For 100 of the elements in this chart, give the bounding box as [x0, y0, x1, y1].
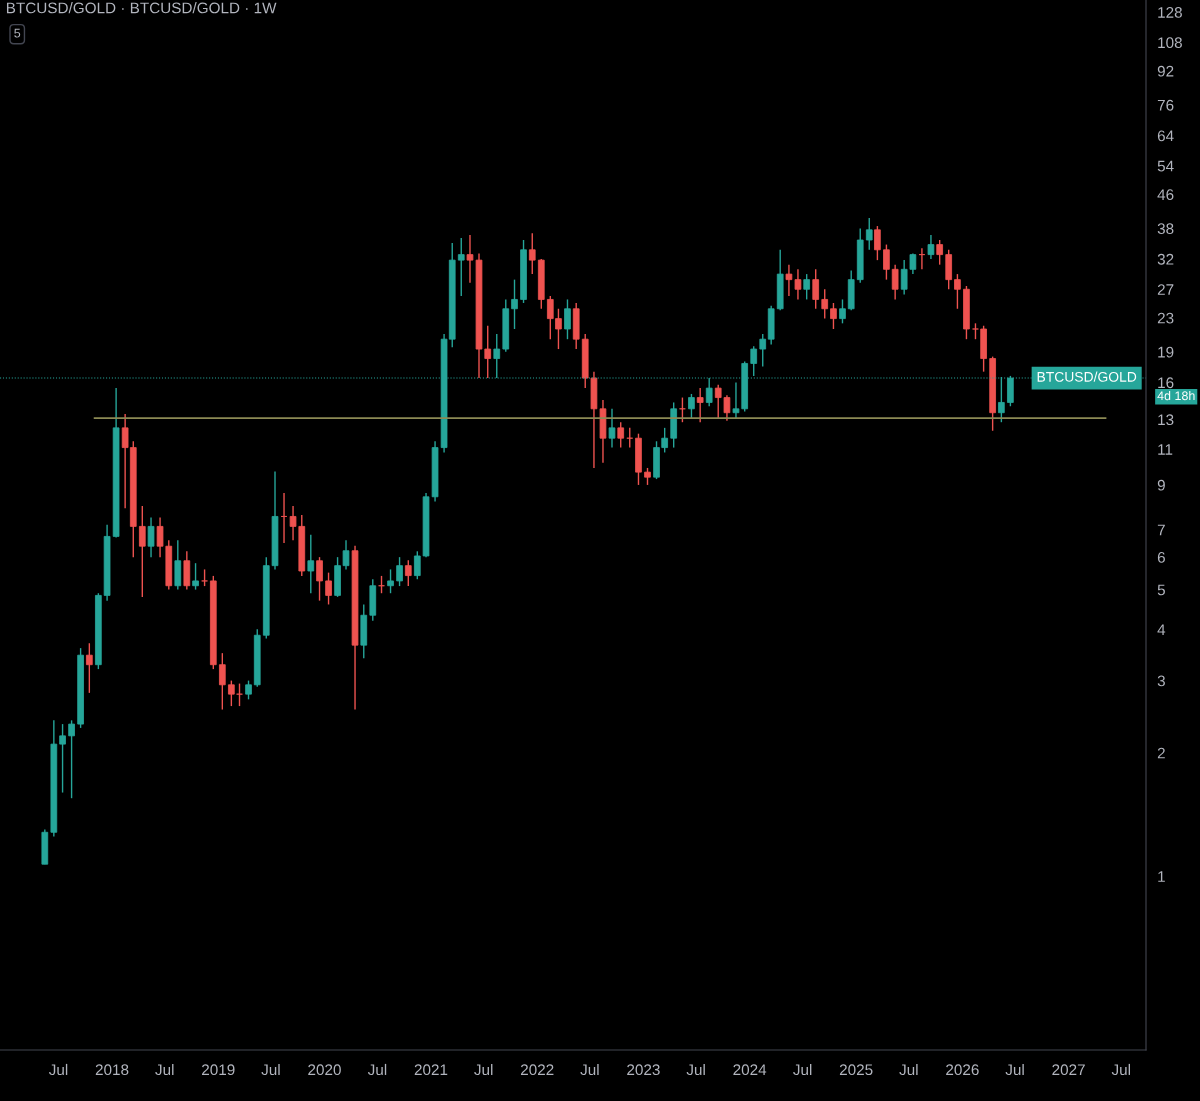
x-tick-label: Jul — [155, 1063, 174, 1076]
candlestick — [502, 298, 510, 353]
x-tick-label: Jul — [48, 1063, 68, 1076]
x-tick-label: 2026 — [946, 1064, 979, 1076]
candlestick — [954, 273, 961, 310]
y-tick-label: 13 — [1158, 414, 1174, 426]
candlestick — [883, 243, 890, 281]
candlestick — [396, 556, 403, 587]
candlestick — [865, 217, 873, 251]
y-tick-label: 7 — [1157, 524, 1165, 536]
candlestick — [830, 302, 837, 330]
candlestick — [821, 288, 829, 320]
x-tick-label: 2019 — [202, 1064, 235, 1076]
x-tick-label: Jul — [1111, 1063, 1131, 1076]
candlestick — [369, 578, 377, 622]
candlestick — [537, 258, 545, 310]
x-tick-label: 2021 — [414, 1064, 448, 1076]
candlestick — [847, 269, 855, 311]
y-tick-label: 16 — [1158, 377, 1174, 389]
y-tick-label: 11 — [1158, 444, 1173, 455]
candlestick — [457, 237, 465, 297]
candlestick — [511, 278, 518, 330]
candlestick — [617, 421, 625, 449]
y-tick-label: 64 — [1157, 130, 1174, 142]
y-tick-label: 128 — [1158, 6, 1182, 18]
candlestick — [608, 408, 616, 449]
x-tick-label: Jul — [580, 1063, 599, 1076]
y-tick-label: 46 — [1157, 189, 1174, 201]
candlestick — [59, 723, 66, 794]
candlestick — [95, 592, 102, 670]
x-tick-label: Jul — [367, 1063, 387, 1076]
candlestick — [803, 273, 811, 301]
x-tick-label: 2027 — [1052, 1064, 1085, 1076]
candlestick — [147, 516, 155, 558]
candlestick — [68, 719, 75, 799]
x-tick-label: 2023 — [627, 1064, 660, 1076]
candlestick — [963, 285, 970, 340]
x-tick-label: Jul — [793, 1063, 812, 1076]
y-tick-label: 3 — [1157, 675, 1165, 687]
y-tick-label: 32 — [1157, 253, 1174, 265]
x-tick-label: Jul — [474, 1063, 493, 1076]
candlestick — [572, 302, 580, 350]
candlestick — [520, 239, 527, 304]
candlestick — [404, 559, 412, 587]
candlestick — [759, 333, 767, 368]
candlestick — [138, 505, 146, 598]
candlestick — [192, 562, 199, 591]
y-tick-label: 4 — [1157, 624, 1166, 635]
candlestick — [812, 268, 820, 310]
text: 4d 18h — [1157, 390, 1195, 401]
x-tick-label: Jul — [899, 1063, 918, 1076]
candlestick — [316, 556, 323, 602]
y-tick-label: 5 — [1157, 584, 1165, 596]
x-tick-label: 2025 — [839, 1064, 873, 1076]
candlestick — [856, 227, 864, 284]
x-tick-label: Jul — [1005, 1063, 1024, 1076]
x-tick-label: 2024 — [733, 1064, 767, 1076]
y-tick-label: 92 — [1157, 65, 1174, 77]
candlestick — [77, 647, 84, 729]
annotation: 5 — [14, 28, 21, 38]
y-tick-label: 9 — [1157, 479, 1165, 491]
candlestick — [936, 239, 943, 266]
candlestick — [839, 298, 846, 325]
candlestick — [776, 249, 784, 311]
x-tick-label: 2022 — [520, 1064, 554, 1076]
candlestick — [635, 432, 642, 486]
y-tick-label: 54 — [1157, 160, 1174, 172]
candlestick — [360, 603, 368, 659]
chart-title: BTCUSD/GOLD · BTCUSD/GOLD · 1W — [6, 2, 277, 14]
y-tick-label: 76 — [1157, 99, 1174, 111]
annotation: BTCUSD/GOLD — [1037, 371, 1137, 382]
y-tick-label: 2 — [1157, 747, 1165, 759]
candlestick — [387, 568, 394, 594]
y-tick-label: 27 — [1157, 284, 1174, 295]
y-tick-label: 1 — [1158, 871, 1165, 882]
candlestick — [750, 345, 758, 377]
candlestick — [245, 679, 252, 701]
candlestick — [253, 628, 261, 688]
candlestick — [209, 575, 217, 670]
candlestick — [351, 544, 359, 711]
x-tick-label: 2020 — [308, 1064, 341, 1076]
y-tick-label: 6 — [1157, 552, 1165, 563]
candlestick — [980, 325, 987, 373]
candlestick — [927, 234, 935, 260]
y-tick-label: 19 — [1158, 346, 1174, 358]
candlestick — [874, 225, 881, 261]
y-tick-label: 108 — [1158, 37, 1182, 49]
candlestick — [325, 571, 332, 606]
candlestick — [794, 268, 802, 301]
candlestick — [528, 232, 536, 275]
x-tick-label: Jul — [686, 1063, 705, 1076]
y-tick-label: 38 — [1157, 223, 1174, 235]
candlestick — [688, 393, 695, 419]
candlestick — [945, 249, 953, 290]
candlestick — [564, 298, 571, 340]
x-tick-label: 2018 — [95, 1064, 129, 1076]
y-tick-label: 23 — [1157, 312, 1174, 324]
candlestick — [307, 534, 315, 594]
candlestick — [228, 679, 235, 707]
x-tick-label: Jul — [261, 1063, 280, 1076]
